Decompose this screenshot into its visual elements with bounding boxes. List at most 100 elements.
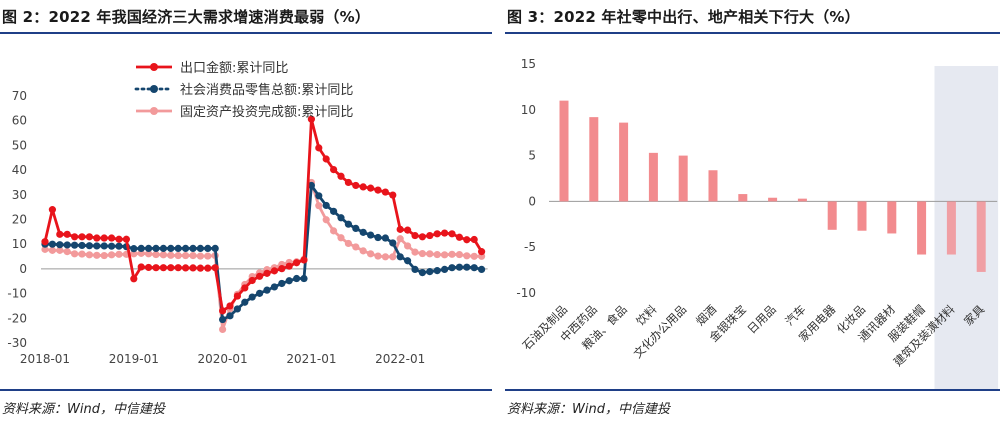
bar xyxy=(857,201,867,231)
data-point xyxy=(448,264,456,272)
data-point xyxy=(411,231,419,240)
data-point xyxy=(352,181,360,190)
data-point xyxy=(322,216,330,224)
y-tick-label: 50 xyxy=(12,138,27,152)
right-source-divider xyxy=(505,389,1000,391)
data-point xyxy=(182,264,190,272)
left-figure-title: 图 2：2022 年我国经济三大需求增速消费最弱（%） xyxy=(2,8,371,26)
data-point xyxy=(211,264,219,272)
data-point xyxy=(63,230,71,238)
data-point xyxy=(285,262,293,270)
data-point xyxy=(315,192,323,200)
x-tick-label: 2021-01 xyxy=(286,352,336,366)
data-point xyxy=(307,181,315,190)
bar xyxy=(917,201,927,255)
highlight-band xyxy=(934,66,999,389)
data-point xyxy=(137,249,145,257)
bar xyxy=(708,170,718,202)
data-point xyxy=(374,252,382,260)
data-point xyxy=(108,251,116,259)
data-point xyxy=(115,242,123,250)
data-point xyxy=(182,251,190,260)
data-point xyxy=(433,250,441,259)
data-point xyxy=(389,253,397,261)
legend-label: 社会消费品零售总额:累计同比 xyxy=(180,82,353,98)
data-point xyxy=(381,253,389,261)
left-title-divider xyxy=(0,32,492,34)
bar xyxy=(887,201,897,234)
data-point xyxy=(307,115,315,123)
data-point xyxy=(71,250,79,258)
bar xyxy=(648,152,658,202)
y-tick-label: 30 xyxy=(12,188,27,202)
legend-label: 固定资产投资完成额:累计同比 xyxy=(180,104,353,120)
y-tick-label: 40 xyxy=(12,163,27,177)
data-point xyxy=(100,242,108,250)
bar xyxy=(827,201,837,230)
data-point xyxy=(448,230,456,238)
data-point xyxy=(270,267,278,275)
data-point xyxy=(137,244,145,252)
data-point xyxy=(470,264,478,272)
data-point xyxy=(278,265,286,273)
data-point xyxy=(145,250,153,258)
data-point xyxy=(433,230,441,238)
data-point xyxy=(404,242,412,250)
data-point xyxy=(330,207,338,215)
data-point xyxy=(470,235,478,244)
legend-label: 出口金额:累计同比 xyxy=(180,60,288,76)
data-point xyxy=(241,284,249,292)
data-point xyxy=(152,264,160,272)
bar xyxy=(946,201,956,255)
data-point xyxy=(455,263,463,271)
data-point xyxy=(270,283,278,291)
data-point xyxy=(167,251,175,259)
data-point xyxy=(93,242,101,250)
data-point xyxy=(337,214,345,222)
data-point xyxy=(167,264,175,272)
data-point xyxy=(100,251,108,260)
data-point xyxy=(389,239,397,247)
line-chart: 70 60 50 40 30 20 10 0 -10 -20 -30 2018-01 2019-01 20… xyxy=(7,60,488,366)
data-point xyxy=(71,241,79,249)
legend-marker xyxy=(150,107,158,115)
data-point xyxy=(315,144,323,152)
data-point xyxy=(41,238,49,246)
data-point xyxy=(448,250,456,258)
y-tick-label: -5 xyxy=(524,240,536,254)
data-point xyxy=(293,274,301,283)
data-point xyxy=(389,191,397,199)
category-label: 日用品 xyxy=(744,302,778,336)
data-point xyxy=(433,267,441,275)
y-tick-label: 60 xyxy=(12,114,27,128)
data-point xyxy=(130,250,138,258)
y-tick-label: 15 xyxy=(521,57,536,71)
bar xyxy=(559,100,569,202)
data-point xyxy=(367,250,375,258)
data-point xyxy=(174,251,182,260)
data-point xyxy=(344,178,352,187)
data-point xyxy=(478,248,486,256)
data-point xyxy=(463,252,471,260)
data-point xyxy=(63,241,71,249)
left-source-divider xyxy=(0,389,492,391)
y-tick-label: 10 xyxy=(521,103,536,117)
data-point xyxy=(48,206,57,214)
x-tick-label: 2020-01 xyxy=(198,352,248,366)
y-tick-label: 5 xyxy=(528,149,536,163)
data-point xyxy=(374,233,382,242)
data-point xyxy=(367,231,375,239)
data-point xyxy=(159,264,167,272)
data-point xyxy=(322,201,330,210)
data-point xyxy=(330,227,338,235)
data-point xyxy=(248,276,256,285)
data-point xyxy=(85,242,93,250)
right-source-note: 资料来源：Wind，中信建投 xyxy=(507,402,670,417)
data-point xyxy=(352,224,360,232)
data-point xyxy=(130,275,138,283)
data-point xyxy=(167,244,175,252)
data-point xyxy=(56,230,64,238)
data-point xyxy=(233,305,241,313)
data-point xyxy=(233,292,241,300)
data-point xyxy=(359,183,367,191)
